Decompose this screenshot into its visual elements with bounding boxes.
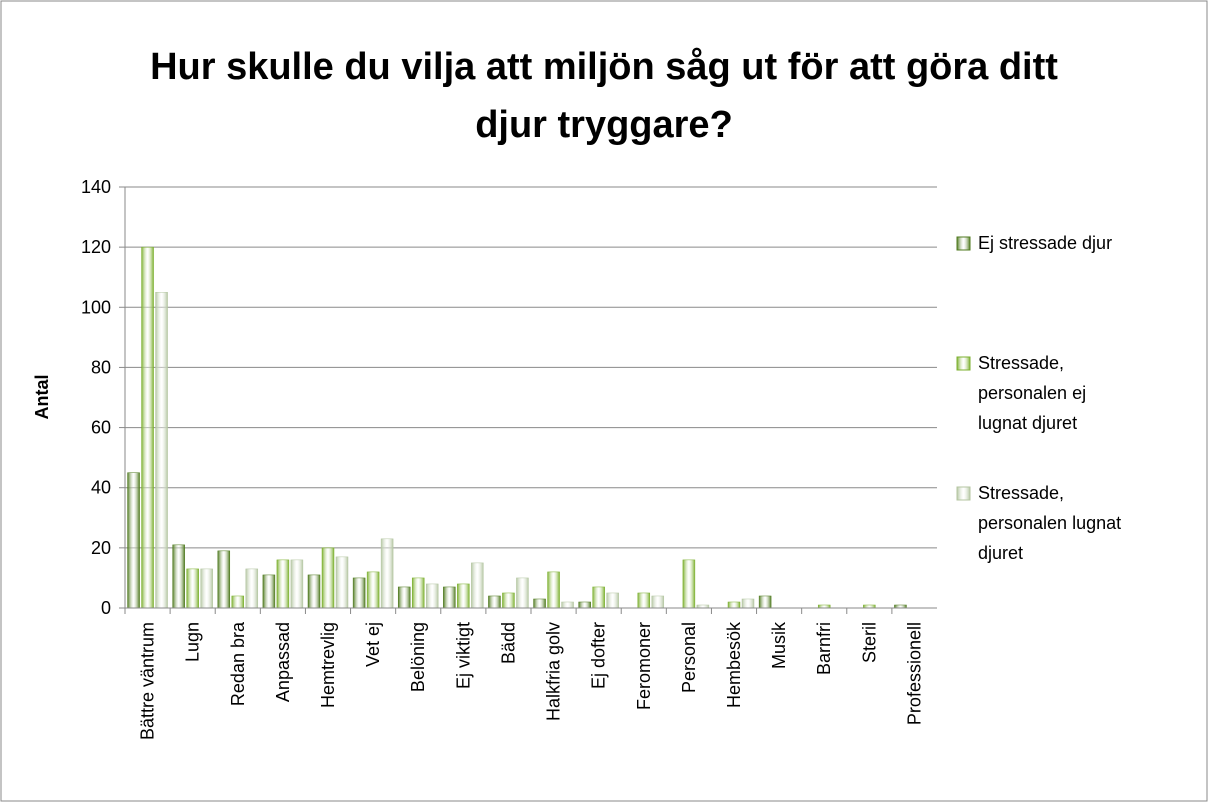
x-tick-label: Barnfri — [814, 622, 834, 675]
y-tick-label: 140 — [81, 177, 111, 197]
x-tick-label: Anpassad — [273, 622, 293, 702]
y-tick-label: 100 — [81, 297, 111, 317]
bar — [127, 472, 140, 609]
bar — [637, 592, 651, 609]
x-tick-label: Bättre väntrum — [138, 622, 158, 740]
bar — [516, 577, 529, 609]
legend-label: Ej stressade djur — [978, 233, 1113, 253]
y-tick-label: 40 — [91, 478, 111, 498]
bar — [366, 571, 380, 609]
x-tick-label: Redan bra — [228, 621, 248, 706]
bar — [290, 559, 304, 609]
bar — [380, 538, 394, 609]
bar — [471, 562, 484, 609]
bar — [231, 595, 245, 609]
bar — [682, 559, 696, 609]
x-tick-label: Hemtrevlig — [318, 622, 338, 708]
bar — [335, 556, 349, 609]
bar — [651, 595, 665, 609]
bar — [425, 583, 439, 609]
bar — [533, 598, 546, 609]
x-tick-label: Musik — [769, 621, 789, 669]
bar — [578, 601, 591, 609]
bar — [276, 559, 290, 609]
bar — [502, 592, 515, 609]
bar — [741, 598, 755, 609]
bar — [488, 595, 501, 609]
x-tick-label: Steril — [859, 622, 879, 663]
bar — [727, 601, 741, 609]
x-tick-label: Lugn — [183, 622, 203, 662]
legend-swatch — [956, 236, 971, 251]
bar — [141, 246, 154, 609]
x-tick-label: Hembesök — [724, 621, 744, 708]
bar — [186, 568, 199, 609]
legend-label: Stressade, personalen ej lugnat djuret — [978, 353, 1087, 433]
bar — [307, 574, 321, 609]
y-tick-label: 0 — [101, 598, 111, 618]
bar — [547, 571, 560, 609]
x-tick-label: Vet ej — [363, 622, 383, 667]
bar — [758, 595, 772, 609]
legend-swatch — [956, 486, 971, 501]
bar — [411, 577, 425, 609]
bar — [592, 586, 605, 609]
bar — [172, 544, 185, 609]
x-tick-label: Professionell — [904, 622, 924, 725]
bar — [217, 550, 231, 609]
bar — [457, 583, 470, 609]
bar — [397, 586, 411, 609]
bar — [321, 547, 335, 609]
bar — [352, 577, 366, 609]
y-axis-label: Antal — [32, 375, 52, 420]
x-tick-label: Bädd — [498, 622, 518, 664]
bar — [155, 292, 168, 609]
bar — [606, 592, 619, 609]
x-tick-label: Personal — [679, 622, 699, 693]
y-tick-label: 20 — [91, 538, 111, 558]
chart-title: Hur skulle du vilja att miljön såg ut fö… — [150, 46, 1058, 146]
x-tick-label: Ej viktigt — [453, 622, 473, 689]
bar — [200, 568, 213, 609]
bar — [443, 586, 456, 609]
x-tick-label: Feromoner — [634, 622, 654, 710]
y-tick-label: 60 — [91, 418, 111, 438]
x-tick-label: Halkfria golv — [544, 622, 564, 721]
legend-label: Stressade, personalen lugnat djuret — [978, 483, 1122, 563]
y-tick-label: 80 — [91, 357, 111, 377]
bar — [262, 574, 276, 609]
x-tick-label: Ej dofter — [589, 622, 609, 689]
bar — [245, 568, 259, 609]
bar — [561, 601, 574, 609]
y-tick-label: 120 — [81, 237, 111, 257]
legend-swatch — [956, 356, 971, 371]
x-tick-label: Belöning — [408, 622, 428, 692]
